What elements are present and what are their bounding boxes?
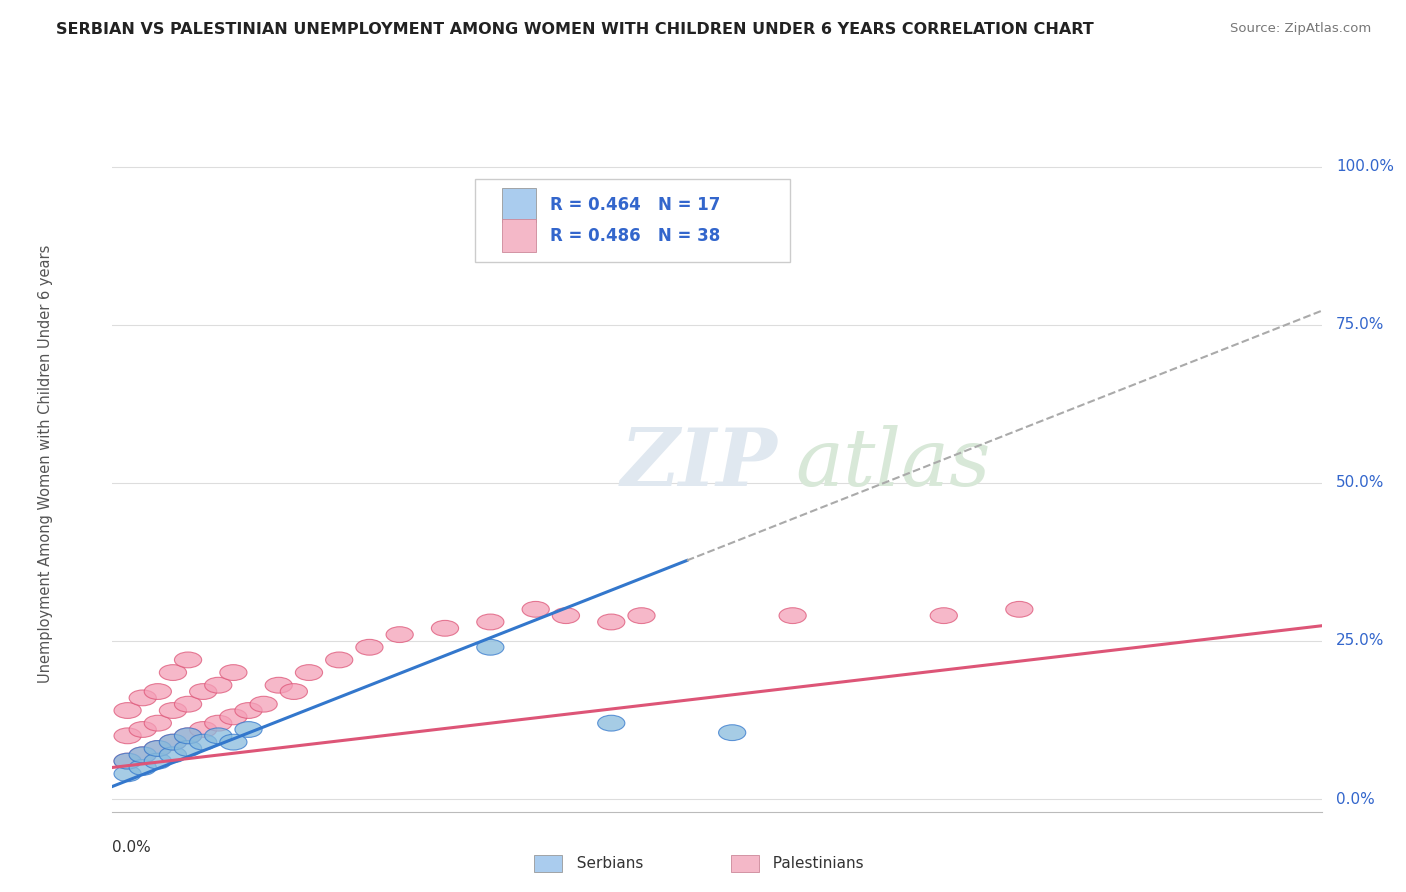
Ellipse shape	[190, 683, 217, 699]
Ellipse shape	[250, 697, 277, 712]
Ellipse shape	[129, 747, 156, 763]
Text: Source: ZipAtlas.com: Source: ZipAtlas.com	[1230, 22, 1371, 36]
Ellipse shape	[266, 677, 292, 693]
Ellipse shape	[598, 715, 624, 731]
Text: R = 0.464   N = 17: R = 0.464 N = 17	[550, 196, 720, 214]
Text: ZIP: ZIP	[620, 425, 778, 502]
Ellipse shape	[931, 607, 957, 624]
Ellipse shape	[280, 683, 308, 699]
Text: 0.0%: 0.0%	[112, 839, 152, 855]
Text: 25.0%: 25.0%	[1336, 633, 1385, 648]
Ellipse shape	[114, 728, 141, 744]
Ellipse shape	[190, 722, 217, 738]
Ellipse shape	[174, 728, 201, 744]
Text: atlas: atlas	[796, 425, 991, 502]
Text: SERBIAN VS PALESTINIAN UNEMPLOYMENT AMONG WOMEN WITH CHILDREN UNDER 6 YEARS CORR: SERBIAN VS PALESTINIAN UNEMPLOYMENT AMON…	[56, 22, 1094, 37]
Ellipse shape	[145, 715, 172, 731]
Ellipse shape	[159, 734, 187, 750]
Ellipse shape	[129, 722, 156, 738]
Ellipse shape	[114, 753, 141, 769]
Ellipse shape	[628, 607, 655, 624]
Ellipse shape	[235, 703, 262, 718]
Text: Serbians: Serbians	[567, 856, 643, 871]
Ellipse shape	[432, 621, 458, 636]
Ellipse shape	[159, 703, 187, 718]
Ellipse shape	[477, 640, 503, 655]
Ellipse shape	[114, 753, 141, 769]
Ellipse shape	[174, 740, 201, 756]
Ellipse shape	[205, 715, 232, 731]
Ellipse shape	[522, 601, 550, 617]
Ellipse shape	[205, 677, 232, 693]
Ellipse shape	[219, 709, 247, 724]
Ellipse shape	[235, 722, 262, 738]
Ellipse shape	[129, 760, 156, 775]
Ellipse shape	[219, 734, 247, 750]
Ellipse shape	[598, 614, 624, 630]
Ellipse shape	[129, 747, 156, 763]
Ellipse shape	[1005, 601, 1033, 617]
Ellipse shape	[145, 753, 172, 769]
Ellipse shape	[114, 766, 141, 781]
Ellipse shape	[219, 665, 247, 681]
Text: Palestinians: Palestinians	[763, 856, 865, 871]
Ellipse shape	[145, 740, 172, 756]
Ellipse shape	[129, 690, 156, 706]
Ellipse shape	[295, 665, 322, 681]
Ellipse shape	[145, 683, 172, 699]
Ellipse shape	[326, 652, 353, 668]
Ellipse shape	[114, 703, 141, 718]
Ellipse shape	[174, 728, 201, 744]
Ellipse shape	[387, 627, 413, 642]
Ellipse shape	[205, 728, 232, 744]
Ellipse shape	[145, 740, 172, 756]
Text: 75.0%: 75.0%	[1336, 318, 1385, 332]
Text: 0.0%: 0.0%	[1336, 791, 1375, 806]
Ellipse shape	[477, 614, 503, 630]
Ellipse shape	[356, 640, 382, 655]
Text: 50.0%: 50.0%	[1336, 475, 1385, 491]
Ellipse shape	[718, 724, 745, 740]
Ellipse shape	[779, 607, 806, 624]
Text: 100.0%: 100.0%	[1336, 159, 1395, 174]
FancyBboxPatch shape	[502, 188, 536, 222]
Text: Unemployment Among Women with Children Under 6 years: Unemployment Among Women with Children U…	[38, 244, 53, 683]
Text: R = 0.486   N = 38: R = 0.486 N = 38	[550, 227, 720, 244]
Ellipse shape	[159, 747, 187, 763]
FancyBboxPatch shape	[475, 178, 790, 262]
Ellipse shape	[190, 734, 217, 750]
Ellipse shape	[159, 734, 187, 750]
Ellipse shape	[174, 697, 201, 712]
FancyBboxPatch shape	[502, 219, 536, 252]
Ellipse shape	[159, 665, 187, 681]
Ellipse shape	[553, 607, 579, 624]
Ellipse shape	[174, 652, 201, 668]
